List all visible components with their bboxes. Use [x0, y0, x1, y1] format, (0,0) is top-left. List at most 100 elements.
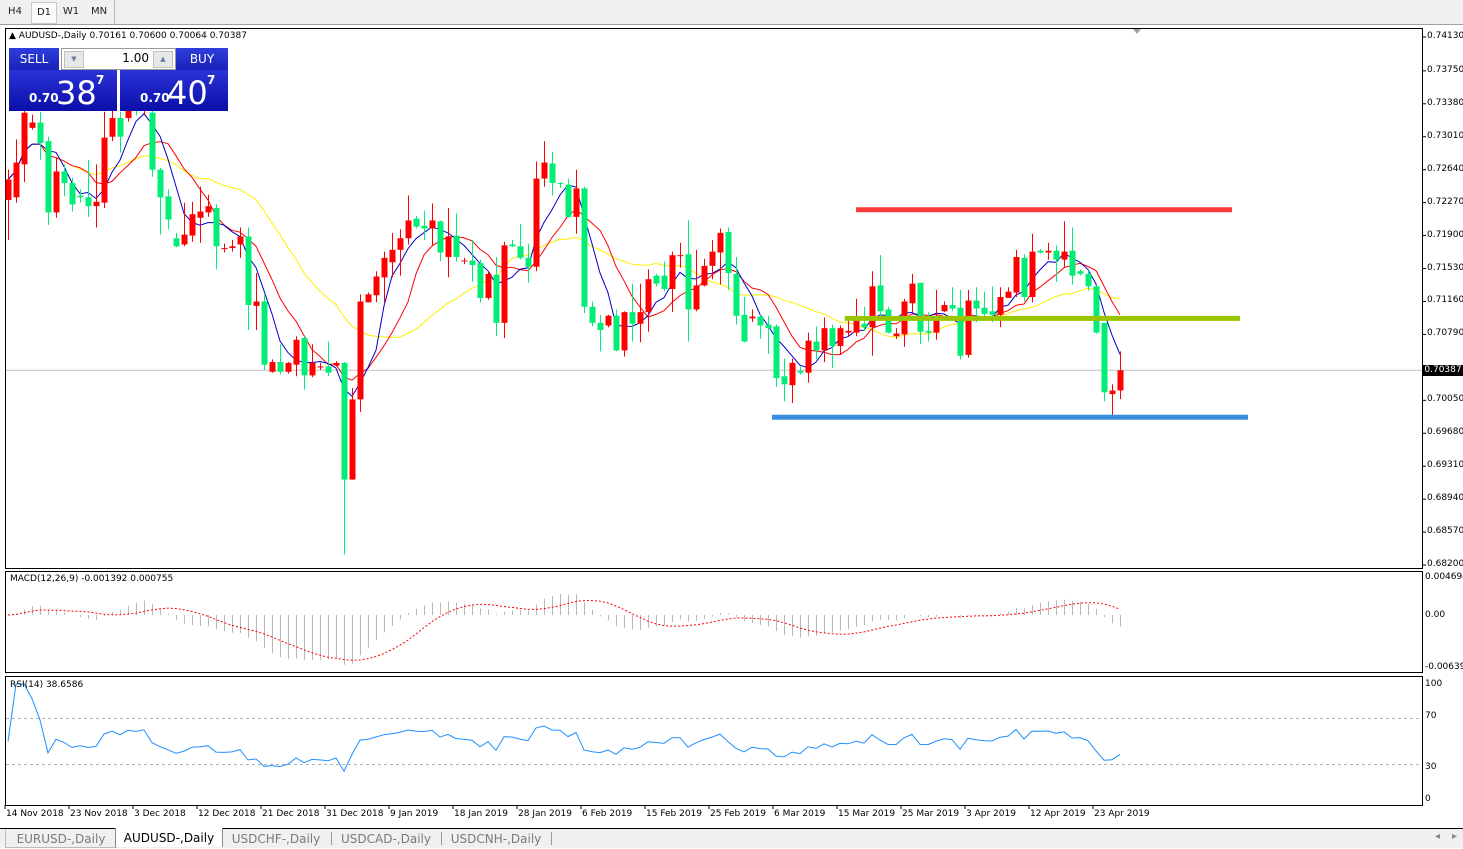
candle-down: [277, 362, 284, 372]
price-axis-label: 0.70790: [1427, 328, 1463, 339]
candle-down: [741, 314, 748, 342]
candle-up: [181, 234, 188, 245]
candle-down: [613, 315, 620, 351]
candle-up: [309, 362, 316, 376]
price-axis-label: 0.71160: [1427, 295, 1463, 306]
candle-down: [981, 307, 988, 314]
candle-up: [701, 265, 708, 286]
candle-up: [909, 283, 916, 304]
candle-down: [1069, 250, 1076, 276]
candle-up: [677, 255, 684, 257]
main-pane-frame: [5, 28, 1423, 569]
buy-button[interactable]: BUY: [176, 48, 228, 70]
candle-up: [53, 171, 60, 213]
candle-down: [829, 328, 836, 346]
time-axis-label: 15 Mar 2019: [838, 809, 896, 819]
lot-decrease-icon[interactable]: ▼: [64, 51, 84, 68]
lot-size-stepper[interactable]: ▼ 1.00 ▲: [61, 48, 176, 70]
candle-down: [301, 337, 308, 376]
candle-down: [765, 324, 772, 329]
candle-down: [557, 183, 564, 185]
price-axis-label: 0.72270: [1427, 196, 1463, 207]
scroll-left-icon[interactable]: ◂: [1435, 831, 1441, 842]
one-click-trading-panel: SELL ▼ 1.00 ▲ BUY 0.70 38 7 0.70 40 7: [9, 48, 228, 111]
candle-up: [749, 316, 756, 319]
buy-price-pips: 40: [167, 74, 208, 112]
tab-usdchf[interactable]: USDCHF-,Daily: [231, 832, 321, 846]
candle-up: [789, 362, 796, 386]
tab-usdcad[interactable]: USDCAD-,Daily: [341, 832, 431, 846]
candle-down: [477, 263, 484, 298]
candle-down: [517, 246, 524, 258]
sell-price-button[interactable]: 0.70 38 7: [9, 70, 117, 111]
buy-price-fraction: 7: [207, 73, 216, 87]
time-axis-label: 18 Jan 2019: [454, 809, 508, 819]
timeframe-d1-button[interactable]: D1: [31, 2, 57, 24]
lot-increase-icon[interactable]: ▲: [153, 51, 173, 68]
timeframe-w1-button[interactable]: W1: [62, 6, 80, 17]
scroll-right-icon[interactable]: ▸: [1452, 831, 1458, 842]
candle-up: [373, 276, 380, 296]
tab-usdcnh[interactable]: USDCNH-,Daily: [450, 832, 542, 846]
candle-down: [37, 122, 44, 143]
time-axis-label: 25 Mar 2019: [902, 809, 960, 819]
candle-down: [437, 221, 444, 253]
buy-price-button[interactable]: 0.70 40 7: [120, 70, 228, 111]
candle-up: [101, 137, 108, 203]
candle-down: [653, 275, 660, 284]
candle-up: [253, 301, 260, 306]
candle-down: [165, 196, 172, 220]
time-axis-label: 9 Jan 2019: [390, 809, 439, 819]
collapse-triangle-icon[interactable]: ▲: [9, 31, 16, 41]
candle-up: [269, 362, 276, 372]
candle-down: [1093, 286, 1100, 333]
price-axis-label: 0.72640: [1427, 163, 1463, 174]
lot-size-input[interactable]: 1.00: [122, 51, 149, 65]
timeframe-h4-button[interactable]: H4: [8, 6, 22, 17]
candle-up: [461, 260, 468, 262]
candle-down: [629, 312, 636, 324]
price-axis-label: 0.74130: [1427, 31, 1463, 41]
sell-button[interactable]: SELL: [9, 48, 59, 70]
candle-up: [669, 255, 676, 290]
candle-down: [797, 370, 804, 373]
candle-down: [525, 257, 532, 267]
candle-up: [357, 301, 364, 400]
price-chart[interactable]: [0, 25, 1463, 828]
candle-down: [589, 306, 596, 323]
candle-up: [853, 319, 860, 333]
candle-up: [445, 236, 452, 257]
candle-up: [197, 211, 204, 218]
candle-up: [533, 178, 540, 267]
candle-down: [157, 169, 164, 198]
candle-down: [453, 235, 460, 257]
sell-price-prefix: 0.70: [29, 91, 59, 105]
timeframe-mn-button[interactable]: MN: [90, 6, 108, 17]
candle-down: [877, 285, 884, 312]
price-axis-label: 0.71530: [1427, 262, 1463, 273]
candle-down: [509, 244, 516, 247]
price-axis-label: 0.68940: [1427, 493, 1463, 504]
tab-divider: [551, 832, 552, 845]
candle-down: [549, 163, 556, 184]
candle-down: [117, 118, 124, 137]
candle-up: [229, 246, 236, 249]
candle-down: [149, 112, 156, 170]
tab-eurusd[interactable]: EURUSD-,Daily: [5, 829, 117, 848]
candle-up: [405, 220, 412, 239]
candle-up: [389, 249, 396, 263]
rsi-axis-30: 30: [1425, 762, 1437, 772]
tab-divider: [441, 832, 442, 845]
candle-down: [85, 197, 92, 207]
time-axis-label: 12 Dec 2018: [198, 809, 256, 819]
candle-down: [261, 301, 268, 365]
candle-up: [933, 316, 940, 333]
candle-up: [1061, 251, 1068, 260]
candle-up: [605, 315, 612, 326]
macd-signal-line: [7, 600, 1121, 661]
tab-audusd[interactable]: AUDUSD-,Daily: [115, 828, 223, 847]
price-axis-label: 0.73380: [1427, 97, 1463, 108]
candle-up: [93, 201, 100, 207]
candle-up: [893, 333, 900, 337]
time-axis-label: 23 Nov 2018: [70, 809, 128, 819]
